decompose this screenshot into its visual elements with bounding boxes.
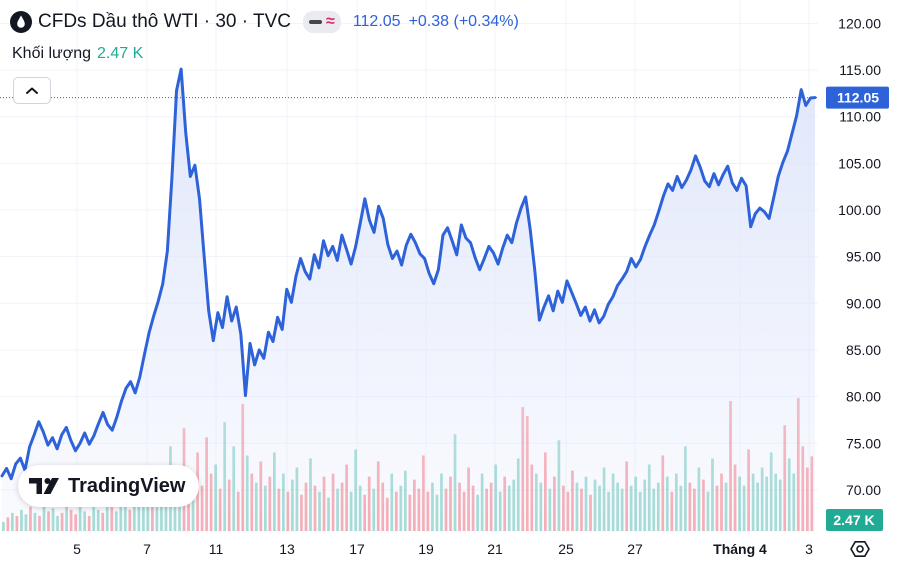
price-area: [2, 69, 815, 533]
x-tick-label: 17: [349, 541, 365, 557]
settings-button[interactable]: [848, 537, 872, 561]
y-tick-label: 100.00: [838, 202, 881, 218]
y-tick-label: 90.00: [846, 295, 881, 311]
y-tick-label: 110.00: [839, 109, 881, 125]
tradingview-logo[interactable]: TradingView: [18, 465, 200, 507]
y-tick-label: 85.00: [846, 342, 881, 358]
y-tick-label: 80.00: [846, 389, 881, 405]
y-tick-label: 120.00: [838, 15, 881, 31]
volume-axis-label: 2.47 K: [833, 512, 874, 528]
last-price: 112.05: [352, 13, 401, 30]
x-tick-label: Tháng 4: [713, 541, 767, 557]
chart-style-pill[interactable]: ≈: [303, 11, 341, 33]
volume-label: Khối lượng: [12, 45, 92, 62]
x-tick-label: 27: [627, 541, 643, 557]
chevron-up-icon: [26, 87, 38, 94]
price-line-layer: [0, 67, 817, 481]
x-tick-label: 5: [73, 541, 81, 557]
price-axis: 120.00 115.00 110.00 105.00 100.00 95.00 90.00…: [826, 15, 889, 531]
x-tick-label: 11: [209, 541, 224, 557]
y-tick-label: 70.00: [846, 482, 881, 498]
x-tick-label: 21: [487, 541, 503, 557]
last-price-label-bg: [826, 86, 889, 109]
price-area-fill: [2, 69, 815, 533]
volume-value: 2.47 K: [97, 45, 144, 62]
tradingview-mark-icon: [29, 478, 59, 494]
y-tick-label: 105.00: [838, 155, 881, 171]
x-tick-label: 13: [279, 541, 295, 557]
settings-icon: [850, 540, 870, 558]
symbol-title[interactable]: CFDs Dầu thô WTI · 30 · TVC: [38, 11, 292, 32]
y-tick-label: 75.00: [846, 435, 881, 451]
x-tick-label: 7: [143, 541, 151, 557]
wave-icon: ≈: [326, 13, 335, 30]
y-tick-label: 95.00: [846, 249, 881, 265]
volume-legend[interactable]: Khối lượng 2.47 K: [12, 45, 143, 63]
tradingview-wordmark: TradingView: [68, 474, 186, 497]
oil-drop-icon: [10, 11, 32, 33]
price-change: +0.38 (+0.34%): [408, 13, 519, 30]
price-line: [0, 67, 817, 481]
y-tick-label: 115.00: [839, 62, 881, 78]
x-tick-label: 3: [805, 541, 813, 557]
minus-icon: [309, 20, 323, 24]
volume-axis-label-bg: [826, 509, 883, 531]
last-price-label: 112.05: [837, 90, 879, 106]
time-axis: 5 7 11 13 17 19 21 25 27 Tháng 4 3: [73, 541, 813, 557]
x-tick-label: 25: [558, 541, 574, 557]
symbol-legend[interactable]: CFDs Dầu thô WTI · 30 · TVC ≈ 112.05 +0.…: [10, 8, 519, 36]
collapse-legend-button[interactable]: [13, 77, 51, 104]
x-tick-label: 19: [418, 541, 434, 557]
